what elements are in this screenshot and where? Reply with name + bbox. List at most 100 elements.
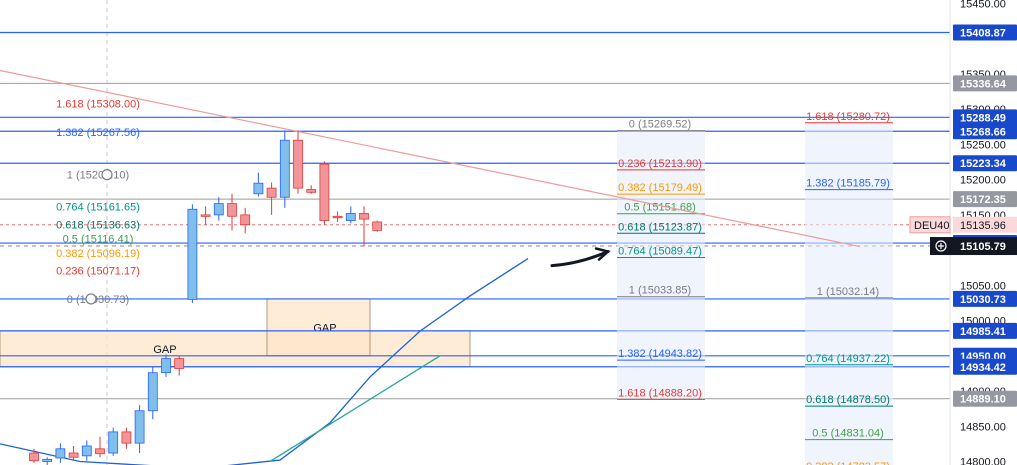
candle-body <box>345 213 356 221</box>
price-tag-text: 15288.49 <box>960 112 1006 124</box>
candle-body <box>174 358 185 369</box>
fib-right-label: 0.5 (14831.04) <box>812 428 884 440</box>
candle-body <box>306 189 317 193</box>
current-price-text: 15135.96 <box>960 220 1006 232</box>
candle-body <box>147 372 158 412</box>
price-tag <box>953 191 1017 208</box>
candle-body <box>187 208 198 300</box>
fib-mid-label: 0.382 (15179.49) <box>618 182 702 194</box>
candle-body <box>81 445 92 457</box>
fib-right-shading <box>805 122 893 465</box>
fib-right-label: 1 (15032.14) <box>817 286 879 298</box>
candle-body <box>29 452 39 462</box>
trend-line <box>0 69 861 248</box>
y-tick-label: 15200.00 <box>960 175 1006 187</box>
price-tag <box>953 290 1017 307</box>
candle-body <box>227 203 237 217</box>
drawing-overlays <box>85 169 611 305</box>
price-tag <box>953 24 1017 41</box>
price-tag-text: 15336.64 <box>960 78 1007 90</box>
fib-mid-label: 1 (15033.85) <box>629 285 691 297</box>
candle-body <box>332 215 343 219</box>
candle-body <box>95 448 105 455</box>
gap-zones: GAP GAP <box>0 298 471 368</box>
price-tag <box>953 75 1017 92</box>
price-tag-text: 15268.66 <box>960 126 1006 138</box>
fib-left-label: 1.618 (15308.00) <box>56 99 140 111</box>
candle-body <box>213 203 224 216</box>
candle-body <box>279 139 290 198</box>
symbol-tag-text: DEU40 <box>914 220 949 232</box>
fib-left-label: 0.382 (15096.19) <box>56 248 140 260</box>
y-tick-label: 15250.00 <box>960 139 1006 151</box>
arrow-drawing <box>550 250 610 268</box>
candles <box>29 130 383 465</box>
fib-left-label: 1.382 (15267.56) <box>56 127 140 139</box>
fib-left-label: 0.764 (15161.65) <box>56 202 140 214</box>
fib-left-label: 0.236 (15071.17) <box>56 265 140 277</box>
fib-mid-label: 1.382 (14943.82) <box>618 348 702 360</box>
fib-left-label: 0.618 (15136.63) <box>56 219 140 231</box>
candle-body <box>359 213 369 220</box>
fib-left-label: 1 (15207.10) <box>67 170 129 182</box>
price-tag-text: 15030.73 <box>960 294 1006 306</box>
candle-body <box>372 221 383 231</box>
fib-left-label: 0.5 (15116.41) <box>63 234 134 246</box>
fib-mid-label: 0.764 (15089.47) <box>618 246 702 258</box>
fib-left-label: 0 (15030.73) <box>67 294 129 306</box>
crosshair-price-text: 15105.79 <box>960 241 1006 253</box>
price-tag-text: 15408.87 <box>960 28 1006 40</box>
candle-body <box>266 187 277 198</box>
gap-zone <box>0 330 471 368</box>
fib-mid-label: 0.618 (15123.87) <box>618 221 702 233</box>
crosshair-price-tag <box>930 237 1017 256</box>
fib-shading <box>617 122 893 465</box>
candle-body <box>42 458 53 462</box>
fib-labels: 1.618 (15308.00) 1.382 (15267.56) 1 (15207… <box>56 99 893 465</box>
candle-body <box>161 358 171 374</box>
candle-body <box>55 448 66 459</box>
fib-mid-label: 0.236 (15213.90) <box>618 158 702 170</box>
price-tag-text: 15172.35 <box>960 194 1006 206</box>
price-tag-text: 15223.34 <box>960 158 1007 170</box>
horizontal-levels <box>0 31 950 400</box>
price-tag <box>953 155 1017 172</box>
fib-right-label: 1.618 (15280.72) <box>806 111 890 123</box>
fib-right-label: 0.618 (14878.50) <box>806 394 890 406</box>
current-price-tag <box>953 216 1017 233</box>
symbol-tag <box>909 216 951 234</box>
y-tick-label: 14850.00 <box>960 421 1006 433</box>
y-tick-label: 14800.00 <box>960 456 1006 465</box>
add-alert-icon <box>935 240 947 252</box>
fib-anchor-handle <box>101 169 113 181</box>
candle-body <box>319 163 330 221</box>
candle-body <box>121 431 132 444</box>
gap-label: GAP <box>153 344 176 356</box>
price-tag <box>953 123 1017 140</box>
candle-body <box>240 214 251 226</box>
fib-anchor-handle <box>85 293 97 305</box>
fib-right-label: 0.382 (14783.57) <box>806 461 890 465</box>
candle-body <box>108 431 119 454</box>
candle-body <box>134 410 145 444</box>
price-tag-text: 14985.41 <box>960 326 1006 338</box>
price-tag <box>953 358 1017 375</box>
moving-average-green <box>269 355 441 463</box>
fib-right-label: 1.382 (15185.79) <box>806 178 890 190</box>
moving-average-blue <box>0 258 529 465</box>
candle-body <box>293 139 303 189</box>
candle-body <box>253 182 264 195</box>
price-axis[interactable]: 15450.0015350.0015300.0015250.0015200.00… <box>909 0 1017 465</box>
price-tag <box>953 109 1017 126</box>
fib-mid-label: 1.618 (14888.20) <box>618 387 702 399</box>
price-tag <box>953 390 1017 407</box>
fib-mid-label: 0 (15269.52) <box>629 119 691 131</box>
candle-body <box>200 214 211 217</box>
price-tag-text: 14889.10 <box>960 394 1006 406</box>
fib-right-label: 0.764 (14937.22) <box>806 353 890 365</box>
fib-mid-shading <box>617 130 705 400</box>
fib-mid-label: 0.5 (15151.68) <box>624 202 696 214</box>
y-tick-label: 15450.00 <box>960 0 1006 11</box>
indicator-lines <box>0 69 861 465</box>
